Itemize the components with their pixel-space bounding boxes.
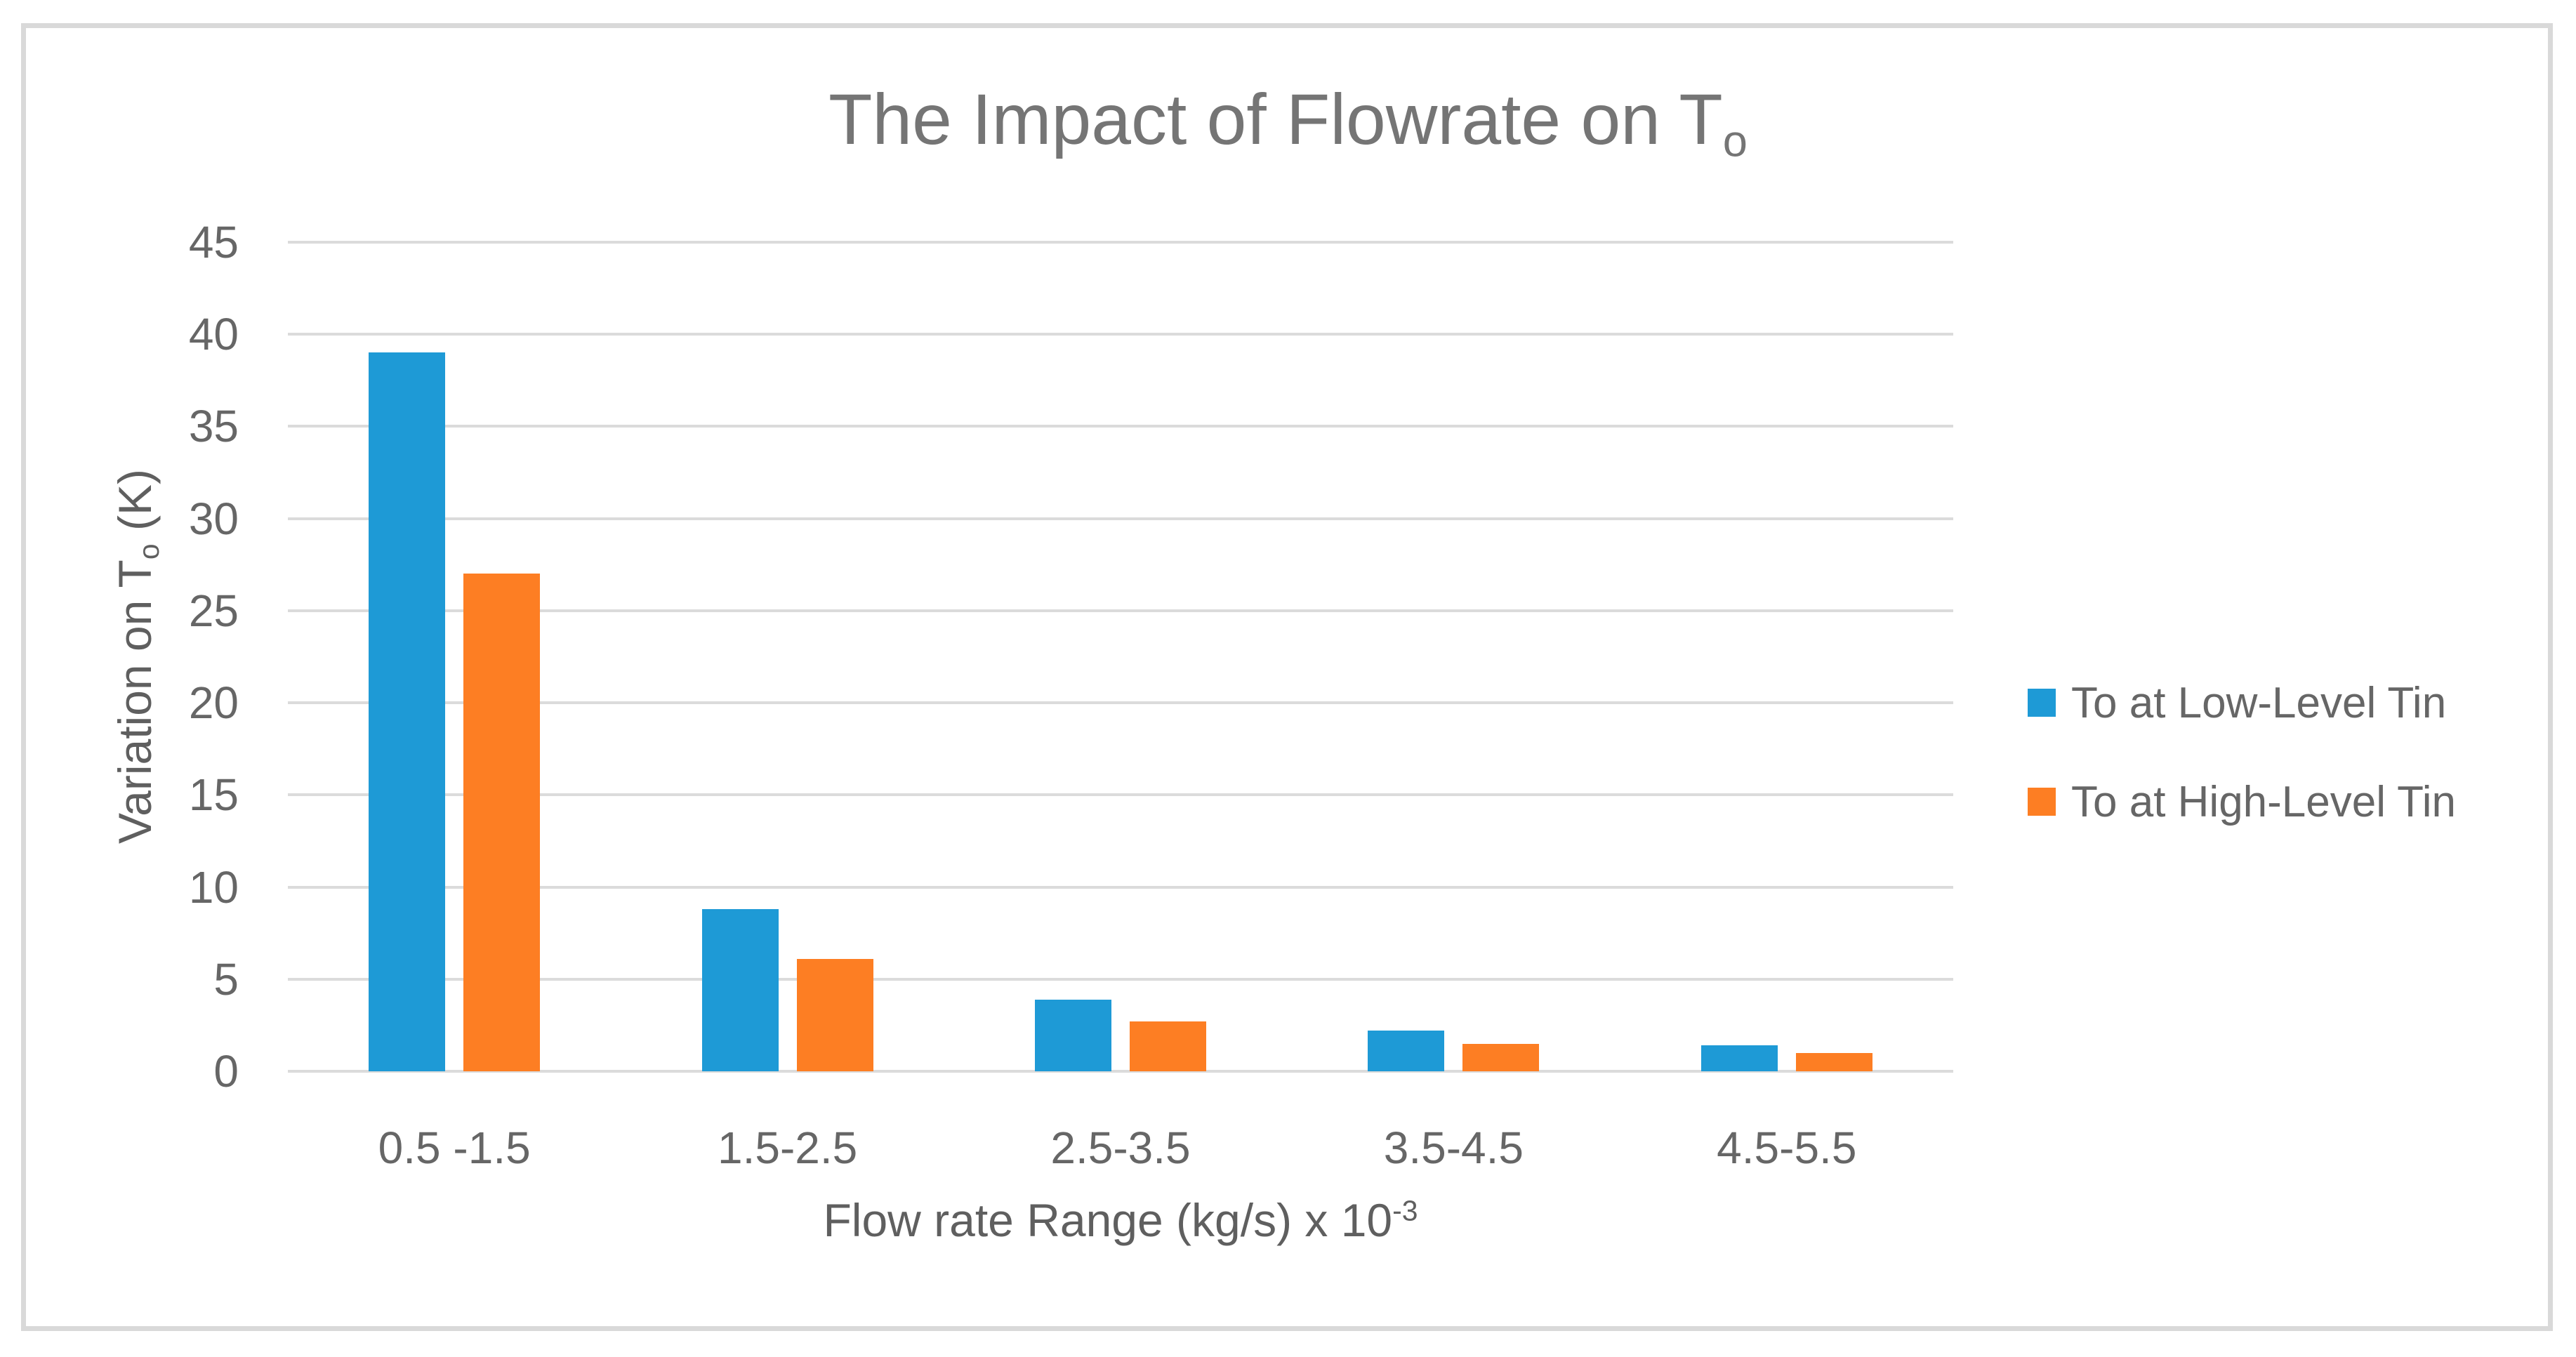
x-category-label-3: 3.5-4.5 [1383,1123,1524,1173]
x-category-label-2: 2.5-3.5 [1050,1123,1191,1173]
y-axis-title-subscript: o [133,543,166,560]
gridline-y-25 [288,609,1953,612]
legend-marker-icon [2028,689,2056,717]
x-axis-title: Flow rate Range (kg/s) x 10-3 [823,1193,1418,1247]
gridline-y-10 [288,885,1953,889]
y-tick-label-5: 5 [213,953,239,1005]
chart-title-subscript: o [1722,117,1748,166]
gridline-y-5 [288,977,1953,981]
bar-low-4.5-5.5 [1700,1045,1778,1071]
legend-marker-icon [2028,788,2056,816]
legend-item-low-level: To at Low-Level Tin [2028,678,2456,727]
gridline-y-40 [288,333,1953,336]
plot-area [288,241,1953,1073]
gridline-y-45 [288,241,1953,244]
bar-high-3.5-4.5 [1462,1043,1540,1071]
y-tick-label-20: 20 [188,677,239,729]
x-category-label-1: 1.5-2.5 [717,1123,858,1173]
legend-item-high-level: To at High-Level Tin [2028,777,2456,826]
y-tick-label-45: 45 [188,217,239,267]
x-category-label-0: 0.5 -1.5 [378,1123,531,1173]
legend-label: To at High-Level Tin [2071,777,2456,826]
y-tick-label-35: 35 [188,401,239,452]
gridline-y-0 [288,1070,1953,1073]
chart-title: The Impact of Flowrate on To [0,79,2576,167]
x-axis-title-superscript: -3 [1392,1194,1418,1227]
bar-high-1.5-2.5 [796,958,873,1071]
gridline-y-15 [288,793,1953,797]
x-category-label-4: 4.5-5.5 [1717,1123,1857,1173]
bar-low-0.5-1.5 [369,352,446,1071]
y-tick-label-10: 10 [188,861,239,913]
x-axis-title-text: Flow rate Range (kg/s) x 10 [823,1194,1393,1246]
legend: To at Low-Level Tin To at High-Level Tin [2028,678,2456,826]
y-tick-label-40: 40 [188,309,239,360]
bar-low-2.5-3.5 [1035,999,1111,1071]
gridline-y-30 [288,517,1953,520]
bar-high-4.5-5.5 [1795,1052,1872,1071]
legend-label: To at Low-Level Tin [2071,678,2447,727]
y-tick-label-30: 30 [188,493,239,544]
chart-title-text: The Impact of Flowrate on T [828,79,1723,159]
y-tick-label-0: 0 [213,1046,239,1097]
gridline-y-20 [288,701,1953,705]
bar-low-1.5-2.5 [701,909,779,1071]
bar-low-3.5-4.5 [1368,1031,1445,1071]
y-tick-label-15: 15 [188,769,239,821]
gridline-y-35 [288,425,1953,428]
y-tick-label-25: 25 [188,585,239,636]
bar-high-0.5-1.5 [463,574,541,1071]
bar-high-2.5-3.5 [1130,1021,1206,1071]
